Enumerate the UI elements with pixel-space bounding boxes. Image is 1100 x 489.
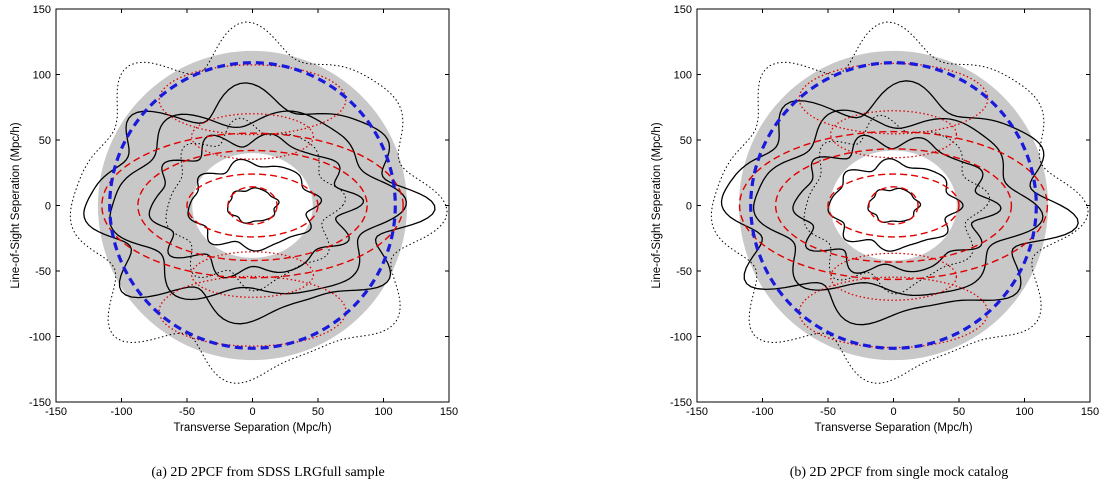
model-dotted-lobe-a-1-0: [158, 64, 347, 136]
tick-group-b: -150 -100 -50 0 50 100 150 -150 -100 -50 0 50 100 150: [670, 4, 1099, 418]
y-tick-label-a-2: -50: [35, 266, 51, 278]
x-axis-label-b: Transverse Separation (Mpc/h): [814, 422, 972, 434]
model-dotted-lobe-b-0-0: [829, 110, 958, 159]
x-tick-label-a-5: 100: [374, 406, 392, 418]
y-tick-label-a-0: -150: [29, 397, 51, 409]
x-tick-label-a-6: 150: [440, 406, 458, 418]
panel-a: -150 -100 -50 0 50 100 150 -150 -100 -50 0 50 100 150…: [10, 4, 458, 480]
data-solid-contour-a-1: [187, 158, 323, 252]
y-tick-label-b-4: 50: [680, 135, 692, 147]
model-dashed-contour-b-3: [738, 130, 1049, 281]
y-tick-label-b-6: 150: [674, 4, 692, 16]
x-tick-label-a-1: -100: [110, 406, 132, 418]
caption-a: (a) 2D 2PCF from SDSS LRGfull sample: [151, 465, 384, 480]
x-tick-label-a-2: -50: [179, 406, 195, 418]
y-tick-label-a-3: 0: [45, 201, 51, 213]
x-tick-label-a-3: 0: [249, 406, 255, 418]
y-tick-label-a-6: 150: [33, 4, 51, 16]
data-solid-contour-a-4: [83, 82, 436, 325]
x-tick-label-b-5: 100: [1015, 406, 1033, 418]
model-dashed-contour-b-0: [868, 186, 919, 225]
caption-b: (b) 2D 2PCF from single mock catalog: [790, 465, 1009, 480]
x-tick-label-b-3: 0: [890, 406, 896, 418]
y-tick-label-b-0: -150: [670, 397, 692, 409]
y-tick-label-b-3: 0: [686, 201, 692, 213]
model-dotted-lobe-b-0-1: [829, 252, 958, 301]
model-dotted-lobe-a-0-0: [190, 113, 315, 160]
y-axis-label-a: Line-of-Sight Seperation (Mpc/h): [10, 122, 22, 288]
model-dotted-lobe-b-1-0: [798, 62, 989, 135]
data-solid-contour-b-1: [827, 158, 964, 252]
shaded-annulus-a: [97, 50, 408, 361]
model-dashed-contour-a-0: [227, 186, 278, 225]
bao-circle-a: [108, 61, 397, 350]
y-tick-label-a-5: 100: [33, 70, 51, 82]
data-solid-contour-b-3: [752, 109, 1044, 297]
x-tick-label-b-1: -100: [751, 406, 773, 418]
x-tick-label-a-0: -150: [45, 406, 67, 418]
bao-circle-b: [749, 61, 1038, 350]
y-axis-label-b: Line-of-Sight Seperation (Mpc/h): [651, 122, 663, 288]
model-dashed-contour-a-1: [186, 173, 319, 238]
x-axis-label-a: Transverse Separation (Mpc/h): [173, 422, 331, 434]
model-dashed-contour-a-3: [101, 132, 404, 279]
x-tick-label-b-2: -50: [820, 406, 836, 418]
y-tick-label-b-5: 100: [674, 70, 692, 82]
panel-b: -150 -100 -50 0 50 100 150 -150 -100 -50 0 50 100 150…: [651, 4, 1099, 480]
data-solid-contour-b-4: [720, 80, 1079, 326]
data-dotted-contour-b-0: [803, 114, 991, 295]
model-dotted-lobe-a-0-1: [190, 251, 315, 298]
y-tick-label-a-1: -100: [29, 332, 51, 344]
model-dashed-contour-b-1: [827, 173, 960, 238]
x-tick-label-b-6: 150: [1081, 406, 1099, 418]
x-tick-label-a-4: 50: [312, 406, 324, 418]
x-tick-label-b-4: 50: [953, 406, 965, 418]
model-dotted-lobe-a-1-1: [158, 275, 347, 347]
y-tick-label-b-1: -100: [670, 332, 692, 344]
y-tick-label-b-2: -50: [676, 266, 692, 278]
model-dashed-contour-a-2: [137, 149, 368, 262]
tick-group-a: -150 -100 -50 0 50 100 150 -150 -100 -50 0 50 100 150: [29, 4, 458, 418]
plot-area-a: [69, 21, 448, 384]
x-tick-label-b-0: -150: [686, 406, 708, 418]
y-tick-label-a-4: 50: [39, 135, 51, 147]
plot-area-b: [710, 21, 1089, 384]
shaded-annulus-b: [738, 50, 1049, 361]
model-dashed-contour-b-2: [774, 148, 1013, 263]
